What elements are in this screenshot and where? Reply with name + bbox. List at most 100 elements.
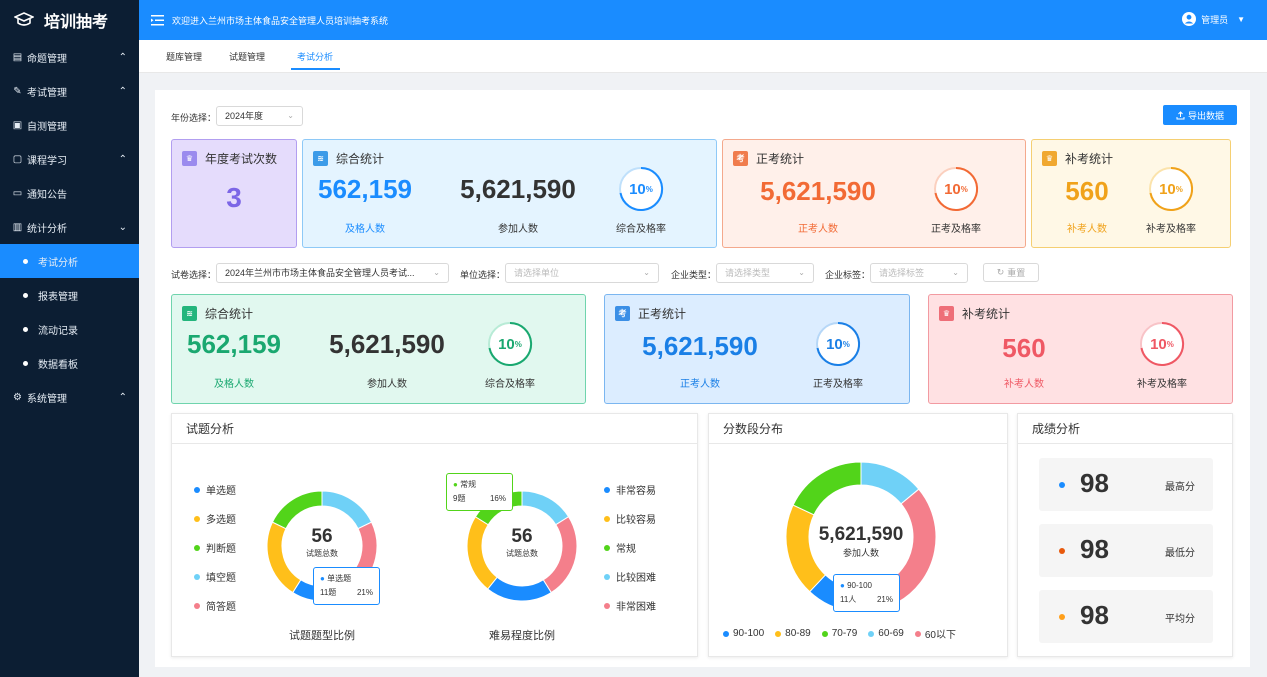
sidebar: 培训抽考 ▤ 命题管理 ⌃ ✎ 考试管理 ⌃ ▣ 自测管理 ▢ 课程学习 ⌃ ▭ 通知公告 ▥ 统计分析 ⌄ 考… — [0, 0, 139, 677]
legend-item[interactable]: 常规 — [604, 540, 636, 555]
tag-filter-label: 企业标签： — [825, 270, 871, 280]
sidebar-subitem-3[interactable]: 数据看板 — [0, 346, 139, 380]
score-distribution-panel: 分数段分布 5,621,590 参加人数 ● 90-100 11人 21% 90-… — [708, 413, 1008, 657]
legend-dot-icon — [604, 544, 610, 551]
paper-select[interactable]: 2024年兰州市市场主体食品安全管理人员考试... ⌄ — [216, 263, 449, 283]
type-center-value: 56 — [311, 526, 333, 547]
legend-label: 多选题 — [206, 515, 236, 526]
legend-item[interactable]: 多选题 — [194, 511, 236, 526]
tip-name: 单选题 — [327, 574, 352, 583]
legend-item[interactable]: 简答题 — [194, 598, 236, 613]
pass-rate-unit: % — [514, 339, 522, 349]
legend-item[interactable]: 单选题 — [194, 482, 236, 497]
donut-slice-非常容易[interactable] — [487, 576, 552, 602]
panel-title: 成绩分析 — [1018, 414, 1232, 444]
type-select[interactable]: 请选择类型 ⌄ — [716, 263, 814, 283]
sidebar-subitem-label: 考试分析 — [38, 257, 78, 269]
regular-exam-count: 5,621,590 — [760, 176, 876, 206]
legend-item[interactable]: 比较困难 — [604, 569, 656, 584]
legend-item[interactable]: 60-69 — [868, 626, 904, 641]
unit-select[interactable]: 请选择单位 ⌄ — [505, 263, 659, 283]
sidebar-item-0[interactable]: ▤ 命题管理 ⌃ — [0, 40, 139, 74]
pass-count: 562,159 — [187, 329, 281, 359]
badge-icon: ♛ — [939, 306, 954, 321]
exam-icon: 考 — [733, 151, 748, 166]
legend-item[interactable]: 填空题 — [194, 569, 236, 584]
export-button[interactable]: 导出数据 — [1163, 105, 1237, 125]
legend-item[interactable]: 60以下 — [914, 626, 956, 641]
donut-slice-判断题[interactable] — [271, 490, 323, 530]
difficulty-tooltip: ● 常规 9题 16% — [446, 473, 513, 511]
makeup-exam-stats-card-2: ♛ 补考统计 560 补考人数 10% 补考及格率 — [928, 294, 1233, 404]
user-menu[interactable]: 管理员 ▼ — [1182, 12, 1245, 26]
chevron-up-icon: ⌃ — [118, 154, 127, 165]
legend-item[interactable]: 比较容易 — [604, 511, 656, 526]
sidebar-subitem-2[interactable]: 流动记录 — [0, 312, 139, 346]
sidebar-item-4[interactable]: ▭ 通知公告 — [0, 176, 139, 210]
card-title: 正考统计 — [638, 307, 687, 321]
makeup-pass-rate-unit: % — [1175, 184, 1183, 194]
donut-slice-填空题[interactable] — [321, 490, 373, 530]
legend-label: 单选题 — [206, 486, 236, 497]
chart-icon: ▥ — [12, 221, 23, 233]
exam-icon: 考 — [615, 306, 630, 321]
chevron-down-icon: ⌄ — [643, 268, 650, 277]
legend-dot-icon — [723, 630, 729, 637]
app-logo[interactable]: 培训抽考 — [0, 0, 139, 40]
donut-slice-比较困难[interactable] — [521, 490, 570, 526]
type-filter-label: 企业类型： — [671, 270, 717, 280]
year-select[interactable]: 2024年度 ⌄ — [216, 106, 303, 126]
legend-item[interactable]: 非常困难 — [604, 598, 656, 613]
sidebar-subitem-0[interactable]: 考试分析 — [0, 244, 139, 278]
tip-pct: 21% — [876, 595, 893, 604]
makeup-pass-rate-label: 补考及格率 — [1146, 224, 1196, 235]
sidebar-item-2[interactable]: ▣ 自测管理 — [0, 108, 139, 142]
legend-label: 判断题 — [206, 544, 236, 555]
dot-icon: ● — [320, 574, 325, 583]
tag-select[interactable]: 请选择标签 ⌄ — [870, 263, 968, 283]
chevron-up-icon: ⌃ — [118, 86, 127, 97]
legend-item[interactable]: 非常容易 — [604, 482, 656, 497]
unit-select-placeholder: 请选择单位 — [514, 268, 560, 278]
regular-exam-stats-card-2: 考正考统计 5,621,590 正考人数 10% 正考及格率 — [604, 294, 910, 404]
grid-icon: ▤ — [12, 51, 23, 63]
sidebar-item-label: 考试管理 — [27, 87, 67, 99]
legend-dot-icon — [604, 602, 610, 609]
legend-item[interactable]: 判断题 — [194, 540, 236, 555]
sidebar-subitem-1[interactable]: 报表管理 — [0, 278, 139, 312]
legend-label: 60-69 — [878, 628, 904, 639]
donut-slice-70-79[interactable] — [792, 461, 862, 516]
legend-item[interactable]: 80-89 — [775, 626, 811, 641]
sidebar-item-system[interactable]: ⚙ 系统管理 ⌃ — [0, 380, 139, 414]
participant-count: 5,621,590 — [329, 329, 445, 359]
tag-select-placeholder: 请选择标签 — [879, 268, 925, 278]
sidebar-item-label: 通知公告 — [27, 189, 67, 201]
tab-exam-analysis[interactable]: 考试分析 — [297, 52, 334, 62]
makeup-exam-stats-card: ♛ 补考统计 560 补考人数 10% 补考及格率 — [1031, 139, 1231, 248]
chevron-down-icon: ⌄ — [287, 111, 294, 120]
tab-question-bank[interactable]: 题库管理 — [166, 52, 203, 62]
legend-item[interactable]: 90-100 — [723, 626, 764, 641]
grade-stat-card: 98 平均分 — [1039, 590, 1213, 643]
legend-label: 80-89 — [785, 628, 811, 639]
bullet-dot-icon — [23, 258, 28, 264]
card-title: 补考统计 — [962, 307, 1011, 321]
chevron-up-icon: ⌃ — [118, 52, 127, 63]
reset-button[interactable]: ↻ 重置 — [983, 263, 1039, 282]
legend-label: 简答题 — [206, 602, 236, 613]
makeup-exam-count-label: 补考人数 — [1004, 379, 1044, 390]
tab-question-manage[interactable]: 试题管理 — [229, 52, 266, 62]
tip-name: 90-100 — [847, 581, 872, 590]
legend-item[interactable]: 70-79 — [821, 626, 857, 641]
sidebar-item-3[interactable]: ▢ 课程学习 ⌃ — [0, 142, 139, 176]
stat-value: 98 — [1080, 600, 1109, 630]
sidebar-item-1[interactable]: ✎ 考试管理 ⌃ — [0, 74, 139, 108]
regular-exam-count: 5,621,590 — [642, 331, 758, 361]
unit-filter-label: 单位选择： — [460, 270, 506, 280]
tip-pct: 16% — [489, 494, 506, 503]
pass-rate-ring: 10% — [618, 166, 664, 212]
card-title: 综合统计 — [205, 307, 254, 321]
menu-fold-icon[interactable] — [151, 14, 164, 26]
legend-label: 比较容易 — [616, 515, 656, 526]
sidebar-item-5[interactable]: ▥ 统计分析 ⌄ — [0, 210, 139, 244]
